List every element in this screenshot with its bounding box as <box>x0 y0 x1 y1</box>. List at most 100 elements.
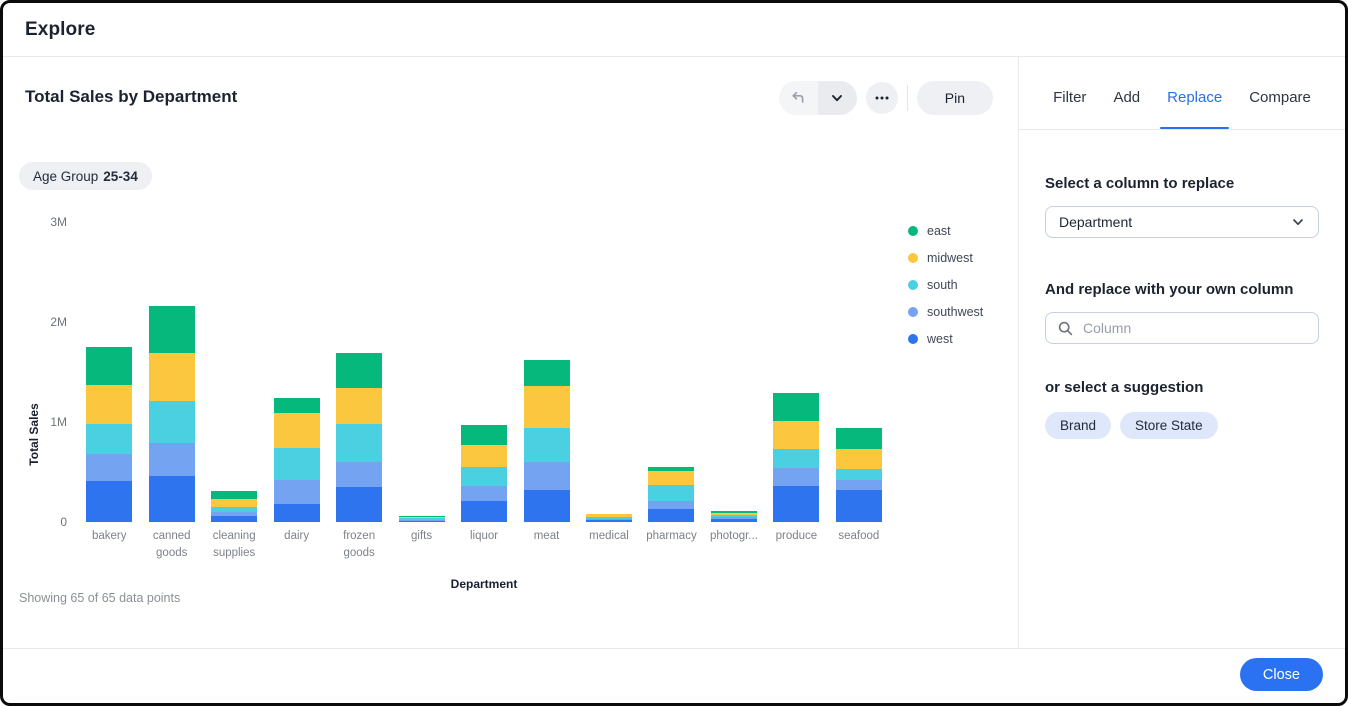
bar-segment-midwest[interactable] <box>461 445 508 467</box>
bar-segment-west[interactable] <box>273 504 320 522</box>
filter-chip-label: Age Group <box>33 168 99 184</box>
column-search-box <box>1045 312 1319 344</box>
bar-segment-west[interactable] <box>211 516 258 522</box>
bar-segment-midwest[interactable] <box>148 353 195 401</box>
bar-segment-southwest[interactable] <box>523 462 570 490</box>
bar-segment-west[interactable] <box>710 519 757 522</box>
legend-item-south[interactable]: south <box>908 278 983 292</box>
bar-segment-south[interactable] <box>835 469 882 480</box>
tab-filter[interactable]: Filter <box>1053 65 1086 129</box>
legend-item-southwest[interactable]: southwest <box>908 305 983 319</box>
bar-segment-midwest[interactable] <box>773 421 820 449</box>
bar-segment-east[interactable] <box>523 360 570 386</box>
bar-segment-midwest[interactable] <box>710 513 757 515</box>
bar-segment-southwest[interactable] <box>211 512 258 516</box>
bar-segment-southwest[interactable] <box>461 486 508 501</box>
bar-segment-west[interactable] <box>648 509 695 522</box>
bar-segment-south[interactable] <box>710 515 757 517</box>
bar-segment-southwest[interactable] <box>273 480 320 504</box>
bar-segment-east[interactable] <box>773 393 820 421</box>
plot-area <box>78 222 890 522</box>
bar-segment-west[interactable] <box>86 481 133 522</box>
tab-add[interactable]: Add <box>1113 65 1140 129</box>
more-options-button[interactable] <box>865 82 898 114</box>
bar-segment-midwest[interactable] <box>211 499 258 507</box>
bar-segment-southwest[interactable] <box>773 468 820 486</box>
y-tick-1M: 1M <box>50 415 67 429</box>
bar-segment-south[interactable] <box>86 424 133 454</box>
legend-item-midwest[interactable]: midwest <box>908 251 983 265</box>
column-search-input[interactable] <box>1083 320 1307 336</box>
suggestion-chip-store-state[interactable]: Store State <box>1120 412 1218 439</box>
column-select-dropdown[interactable]: Department <box>1045 206 1319 238</box>
tab-replace[interactable]: Replace <box>1160 65 1230 129</box>
filter-chip-age-group[interactable]: Age Group 25-34 <box>19 162 152 190</box>
bar-segment-southwest[interactable] <box>86 454 133 481</box>
bar-segment-south[interactable] <box>773 449 820 468</box>
bar-segment-west[interactable] <box>523 490 570 522</box>
data-points-status: Showing 65 of 65 data points <box>19 591 181 605</box>
bar-segment-east[interactable] <box>710 511 757 513</box>
bar-segment-southwest[interactable] <box>398 519 445 521</box>
bar-segment-midwest[interactable] <box>585 514 632 518</box>
legend-item-west[interactable]: west <box>908 332 983 346</box>
pin-button[interactable]: Pin <box>916 81 993 115</box>
bar-segment-east[interactable] <box>461 425 508 445</box>
bar-segment-east[interactable] <box>211 491 258 499</box>
bar-segment-south[interactable] <box>523 428 570 462</box>
bar-segment-southwest[interactable] <box>648 501 695 509</box>
bar-segment-west[interactable] <box>835 490 882 522</box>
viz-title: Total Sales by Department <box>25 87 238 106</box>
bar-segment-southwest[interactable] <box>585 518 632 520</box>
stacked-bar <box>773 393 820 522</box>
bar-segment-south[interactable] <box>211 507 258 512</box>
bar-segment-west[interactable] <box>336 487 383 522</box>
suggestion-chip-brand[interactable]: Brand <box>1045 412 1112 439</box>
bar-segment-east[interactable] <box>148 306 195 353</box>
bar-segment-midwest[interactable] <box>648 471 695 485</box>
legend-item-east[interactable]: east <box>908 224 983 238</box>
bar-segment-east[interactable] <box>398 515 445 518</box>
undo-split-button <box>778 81 857 115</box>
bar-segment-south[interactable] <box>585 517 632 519</box>
bar-segment-west[interactable] <box>773 486 820 522</box>
bar-segment-south[interactable] <box>398 518 445 520</box>
bar-segment-east[interactable] <box>273 398 320 413</box>
bar-segment-south[interactable] <box>336 424 383 462</box>
bar-segment-east[interactable] <box>336 353 383 388</box>
chart-legend: east midwest south southwest west <box>908 224 983 359</box>
x-label-produce: produce <box>775 530 818 542</box>
undo-button[interactable] <box>778 81 818 115</box>
bar-segment-midwest[interactable] <box>86 385 133 424</box>
bar-segment-east[interactable] <box>835 428 882 449</box>
close-button[interactable]: Close <box>1239 658 1323 691</box>
undo-menu-button[interactable] <box>817 81 857 115</box>
bar-segment-south[interactable] <box>648 485 695 501</box>
bar-segment-south[interactable] <box>461 467 508 486</box>
toolbar-divider <box>906 85 908 111</box>
x-label-bakery: bakery <box>91 530 127 542</box>
bar-segment-west[interactable] <box>148 476 195 522</box>
bar-segment-southwest[interactable] <box>336 462 383 487</box>
bar-segment-south[interactable] <box>273 448 320 480</box>
legend-label: south <box>927 278 958 292</box>
bar-segment-east[interactable] <box>86 347 133 385</box>
bar-segment-midwest[interactable] <box>398 517 445 519</box>
bar-segment-east[interactable] <box>648 467 695 471</box>
bar-segment-midwest[interactable] <box>835 449 882 469</box>
tab-compare[interactable]: Compare <box>1249 65 1311 129</box>
replace-with-heading: And replace with your own column <box>1045 281 1294 298</box>
bar-segment-southwest[interactable] <box>148 443 195 476</box>
bar-segment-midwest[interactable] <box>273 413 320 448</box>
x-label-meat: meat <box>533 530 560 542</box>
bar-segment-midwest[interactable] <box>523 386 570 428</box>
bar-segment-southwest[interactable] <box>710 517 757 519</box>
bar-segment-west[interactable] <box>398 520 445 522</box>
bar-segment-midwest[interactable] <box>336 388 383 424</box>
bar-segment-west[interactable] <box>585 520 632 522</box>
bar-segment-south[interactable] <box>148 401 195 443</box>
bar-segment-east[interactable] <box>585 513 632 515</box>
bar-segment-west[interactable] <box>461 501 508 522</box>
bar-segment-southwest[interactable] <box>835 480 882 490</box>
undo-arrow-icon <box>792 91 804 103</box>
